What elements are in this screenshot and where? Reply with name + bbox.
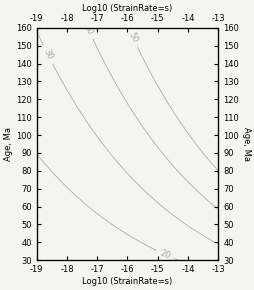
Text: 30: 30: [41, 48, 54, 61]
Text: 40: 40: [82, 23, 94, 36]
Y-axis label: Age, Ma: Age, Ma: [4, 127, 13, 161]
Text: 50: 50: [126, 30, 138, 44]
X-axis label: Log10 (StrainRate=s): Log10 (StrainRate=s): [82, 277, 172, 286]
X-axis label: Log10 (StrainRate=s): Log10 (StrainRate=s): [82, 4, 172, 13]
Text: 20: 20: [158, 248, 171, 261]
Y-axis label: Age, Ma: Age, Ma: [241, 127, 250, 161]
